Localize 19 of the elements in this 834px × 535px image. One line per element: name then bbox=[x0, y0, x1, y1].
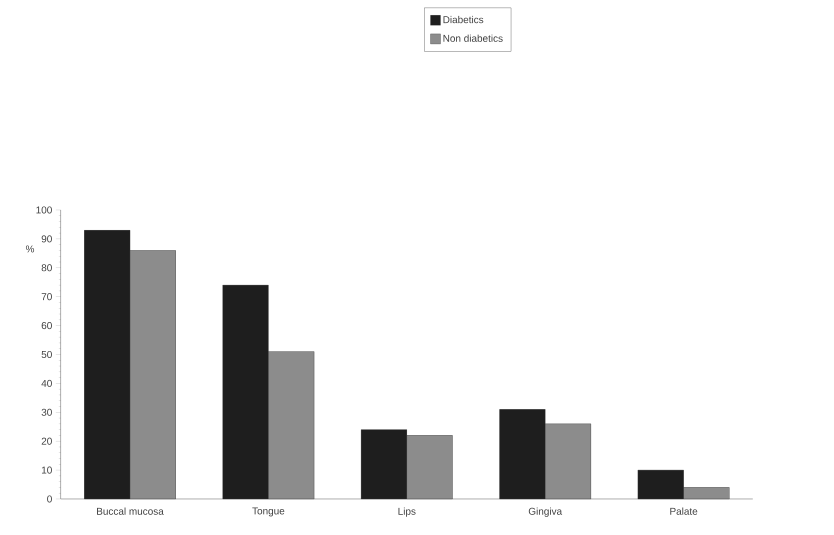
y-tick-label: 70 bbox=[42, 293, 52, 300]
x-tick-label: Buccal mucosa bbox=[97, 508, 164, 515]
y-tick-label: 100 bbox=[36, 206, 52, 214]
y-tick-label: 30 bbox=[42, 408, 52, 416]
x-tick-label: Palate bbox=[670, 508, 698, 515]
legend-label: Diabetics bbox=[444, 16, 484, 24]
x-tick-label: Gingiva bbox=[528, 508, 562, 517]
y-tick-label: 50 bbox=[42, 350, 52, 358]
y-axis-title: % bbox=[26, 245, 34, 252]
y-tick-label: 20 bbox=[42, 438, 52, 445]
legend-label: Non diabetics bbox=[444, 34, 503, 42]
x-tick-label: Lips bbox=[398, 508, 416, 517]
y-tick-label: 80 bbox=[42, 264, 52, 272]
y-tick-label: 0 bbox=[47, 495, 52, 503]
y-tick-label: 90 bbox=[42, 235, 52, 242]
y-tick-label: 60 bbox=[42, 322, 52, 330]
x-tick-label: Tongue bbox=[252, 508, 284, 516]
y-tick-label: 40 bbox=[41, 380, 52, 387]
y-tick-label: 10 bbox=[42, 466, 52, 474]
